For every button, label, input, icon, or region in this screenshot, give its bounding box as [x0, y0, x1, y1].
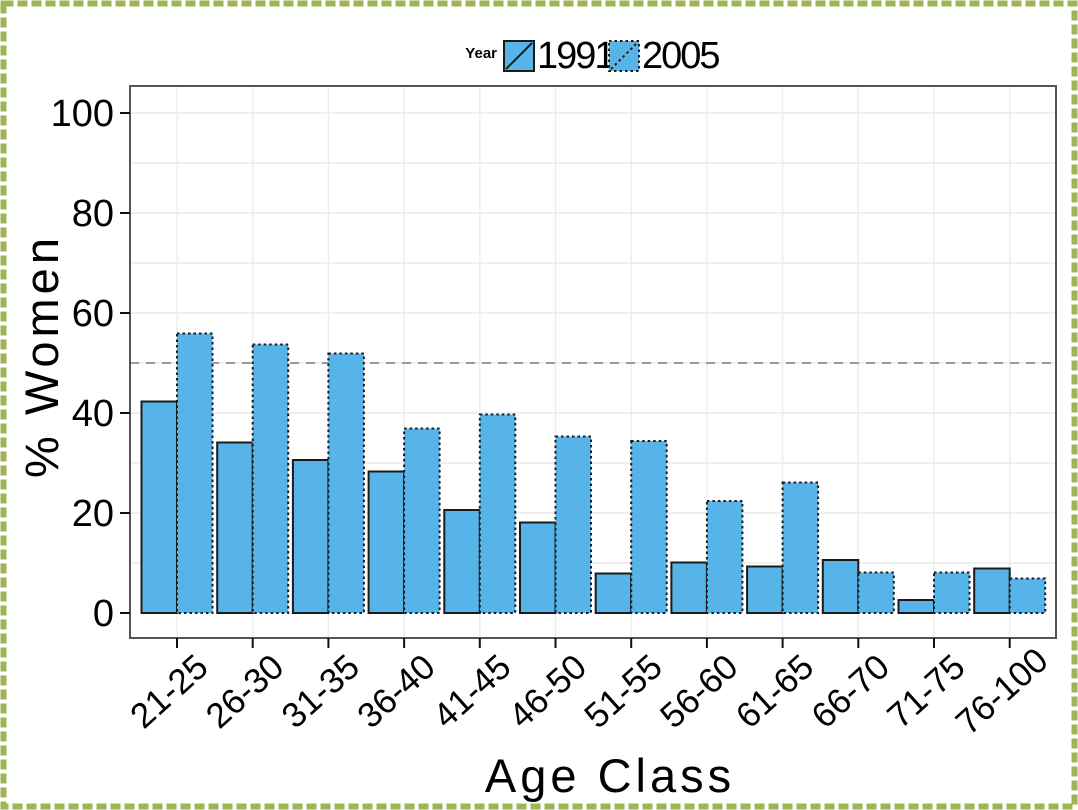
bar-2005-71-75: [933, 571, 971, 614]
legend: Year 1991 2005: [465, 35, 721, 77]
legend-key-1991: 1991: [503, 35, 616, 77]
bar-2005-56-60: [705, 500, 744, 614]
plot-panel-border: [129, 85, 1057, 639]
bar-2005-61-65: [781, 481, 820, 614]
bar-1991-56-60: [670, 561, 708, 614]
bar-2005-41-45: [478, 413, 517, 614]
y-axis: 0 20 40 60 80 100: [51, 93, 130, 635]
y-tick-label-0: 0: [93, 593, 114, 635]
bar-2005-21-25: [176, 332, 214, 614]
y-axis-title: % Women: [15, 234, 68, 478]
bar-2005-36-40: [403, 427, 441, 614]
bar-1991-31-35: [291, 459, 330, 614]
bar-1991-71-75: [897, 599, 935, 614]
x-tick-label-41-45: 41-45: [426, 647, 519, 736]
x-axis-title: Age Class: [485, 749, 735, 802]
legend-key-2005: 2005: [608, 35, 721, 77]
y-tick-label-80: 80: [72, 193, 114, 235]
y-tick-label-100: 100: [51, 93, 114, 135]
bar-2005-26-30: [251, 343, 290, 614]
x-tick-label-36-40: 36-40: [350, 647, 443, 736]
bar-1991-66-70: [821, 559, 860, 614]
bar-1991-76-100: [973, 567, 1011, 614]
bar-1991-46-50: [519, 521, 557, 614]
bar-1991-21-25: [140, 400, 178, 614]
x-tick-label-46-50: 46-50: [501, 647, 594, 736]
y-tick-label-20: 20: [72, 493, 114, 535]
bars: [140, 332, 1047, 614]
x-tick-label-31-35: 31-35: [274, 647, 367, 736]
bar-1991-51-55: [594, 572, 633, 614]
bar-2005-66-70: [857, 571, 895, 614]
legend-label-1991: 1991: [537, 35, 614, 77]
y-tick-label-60: 60: [72, 293, 114, 335]
legend-swatch-diagonal-solid: [505, 42, 533, 70]
x-tick-label-61-65: 61-65: [729, 647, 822, 736]
bar-1991-41-45: [443, 509, 481, 614]
legend-title: Year: [465, 45, 497, 62]
bar-2005-76-100: [1008, 577, 1047, 614]
bar-2005-31-35: [327, 352, 365, 614]
x-tick-label-21-25: 21-25: [123, 647, 216, 736]
y-tick-label-40: 40: [72, 393, 114, 435]
x-tick-label-76-100: 76-100: [948, 641, 1055, 743]
x-tick-label-56-60: 56-60: [653, 647, 746, 736]
bar-1991-61-65: [746, 565, 784, 614]
legend-label-2005: 2005: [642, 35, 719, 77]
x-tick-label-51-55: 51-55: [577, 647, 670, 736]
bar-1991-36-40: [367, 470, 406, 614]
x-axis: 21-2526-3031-3536-4041-4546-5051-5556-60…: [123, 638, 1056, 742]
x-tick-label-66-70: 66-70: [804, 647, 897, 736]
x-tick-label-26-30: 26-30: [199, 647, 292, 736]
bar-1991-26-30: [216, 441, 254, 614]
bar-2005-51-55: [630, 440, 668, 614]
bar-2005-46-50: [554, 435, 592, 614]
legend-swatch-diagonal-dotted: [610, 42, 638, 70]
